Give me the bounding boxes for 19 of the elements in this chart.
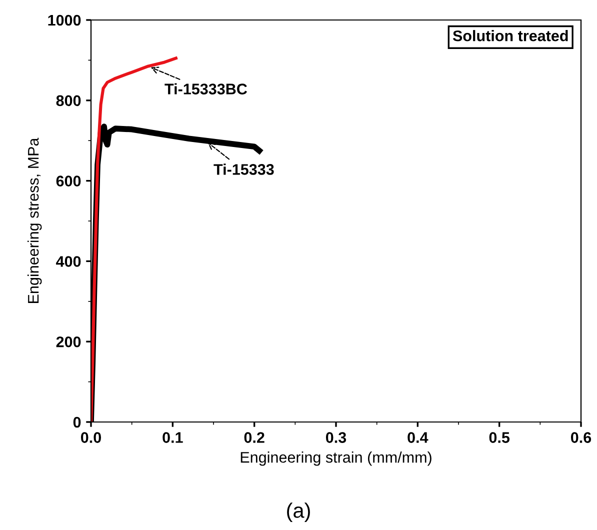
y-tick-label: 0 (73, 416, 81, 428)
annotation: Ti-15333BC (164, 83, 248, 94)
x-tick-label: 0.1 (162, 432, 183, 443)
y-tick-label: 1000 (48, 14, 81, 26)
x-tick-label: 0.4 (408, 432, 428, 443)
annotation: Ti-15333 (214, 164, 274, 175)
x-tick-label: 0.3 (326, 432, 346, 443)
x-tick-label: 0.6 (570, 432, 592, 443)
y-tick-label: 200 (56, 336, 81, 348)
x-tick-label: 0.5 (489, 432, 510, 443)
y-tick-label: 800 (56, 95, 81, 106)
text: (a) (287, 502, 310, 522)
y-axis-title: Engineering stress, MPa (27, 138, 42, 303)
x-tick-label: 0.2 (244, 432, 264, 443)
x-axis-title: Engineering strain (mm/mm) (240, 452, 432, 466)
y-tick-label: 600 (56, 176, 81, 186)
y-tick-label: 400 (56, 256, 81, 267)
x-tick-label: 0.0 (80, 432, 101, 443)
annotation: Solution treated (452, 30, 568, 42)
